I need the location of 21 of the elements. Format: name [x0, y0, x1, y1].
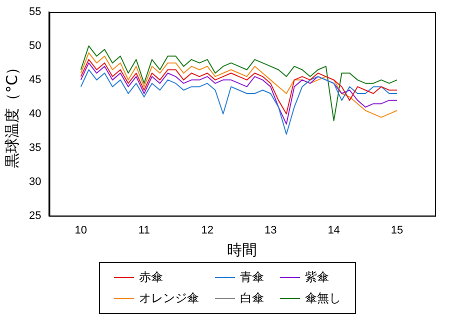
y-tick-label: 25 — [28, 210, 42, 222]
x-tick-label: 10 — [74, 224, 87, 236]
y-tick-label: 30 — [28, 176, 42, 188]
x-tick-label: 14 — [328, 224, 340, 236]
legend-label: 白傘 — [240, 290, 264, 307]
legend-label: 紫傘 — [305, 269, 329, 286]
y-tick-label: 35 — [28, 142, 42, 154]
x-tick-label: 15 — [390, 224, 404, 236]
legend-label: オレンジ傘 — [139, 290, 199, 307]
y-tick-label: 50 — [28, 40, 42, 52]
x-axis-title: 時間 — [227, 240, 258, 259]
y-axis-title: 黒球温度（°C） — [2, 60, 21, 168]
y-tick-label: 55 — [28, 6, 42, 18]
x-tick-label: 11 — [138, 224, 150, 236]
x-tick-label: 12 — [201, 224, 214, 236]
y-tick-label: 40 — [28, 108, 42, 120]
legend-label: 青傘 — [240, 269, 264, 286]
x-tick-label: 13 — [264, 224, 277, 236]
legend-label: 赤傘 — [139, 269, 163, 286]
legend-label: 傘無し — [305, 290, 341, 307]
y-tick-label: 45 — [28, 74, 42, 86]
